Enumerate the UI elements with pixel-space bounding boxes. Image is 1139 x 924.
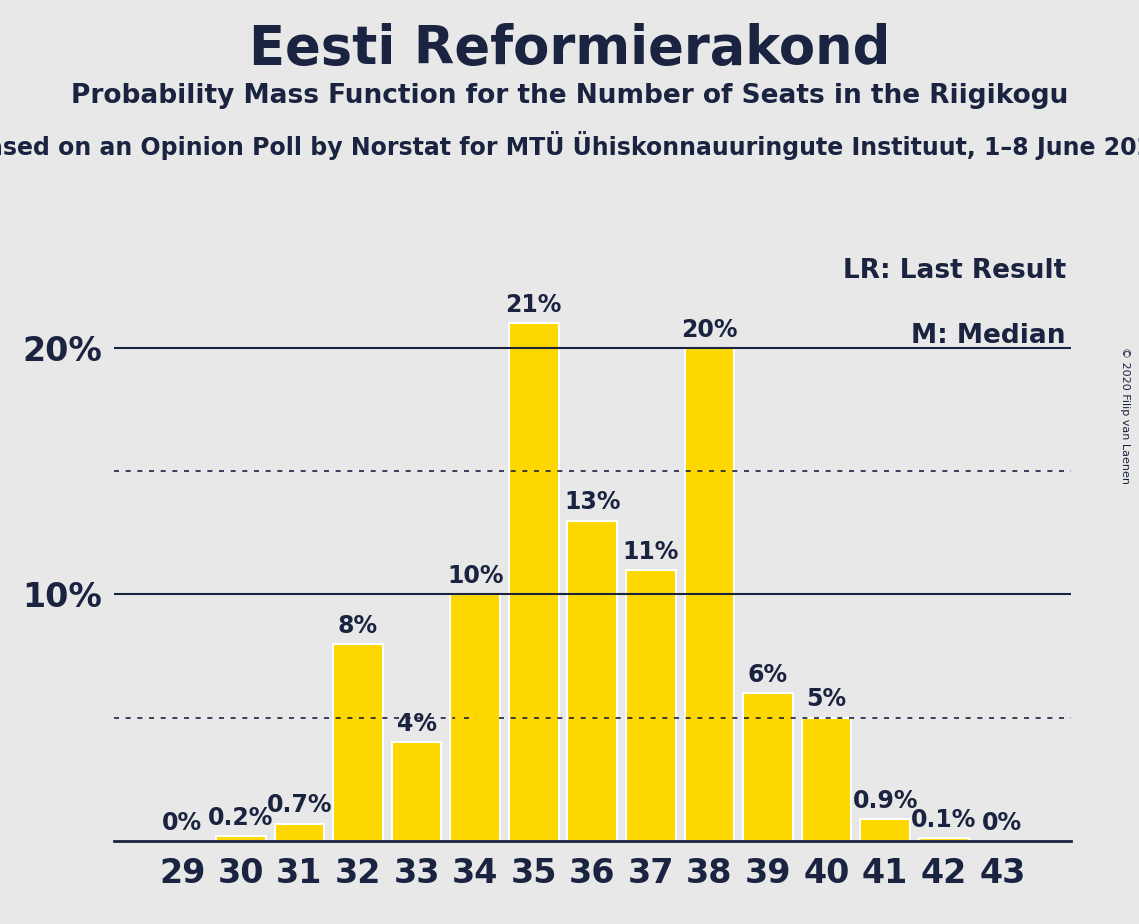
Bar: [685, 348, 735, 841]
Text: 5%: 5%: [806, 687, 846, 711]
Text: LR: LR: [451, 701, 499, 735]
Bar: [626, 570, 675, 841]
Bar: [216, 836, 265, 841]
Text: 0.7%: 0.7%: [267, 794, 333, 818]
Text: LR: Last Result: LR: Last Result: [843, 259, 1066, 285]
Text: 0.2%: 0.2%: [208, 806, 273, 830]
Bar: [860, 819, 910, 841]
Text: 4%: 4%: [396, 712, 436, 736]
Text: M: M: [575, 664, 609, 698]
Text: 6%: 6%: [748, 663, 788, 687]
Text: 0.9%: 0.9%: [852, 788, 918, 812]
Text: Probability Mass Function for the Number of Seats in the Riigikogu: Probability Mass Function for the Number…: [71, 83, 1068, 109]
Text: 13%: 13%: [564, 491, 621, 515]
Text: 21%: 21%: [506, 293, 562, 317]
Text: 0.1%: 0.1%: [911, 808, 976, 833]
Text: Eesti Reformierakond: Eesti Reformierakond: [248, 23, 891, 75]
Text: 8%: 8%: [338, 614, 378, 638]
Bar: [919, 838, 968, 841]
Text: M: Median: M: Median: [911, 323, 1066, 349]
Bar: [743, 693, 793, 841]
Bar: [450, 594, 500, 841]
Bar: [802, 718, 852, 841]
Text: 20%: 20%: [681, 318, 738, 342]
Bar: [567, 520, 617, 841]
Bar: [509, 323, 558, 841]
Text: Based on an Opinion Poll by Norstat for MTÜ Ühiskonnauuringute Instituut, 1–8 Ju: Based on an Opinion Poll by Norstat for …: [0, 131, 1139, 160]
Text: 0%: 0%: [162, 810, 203, 834]
Text: 0%: 0%: [982, 810, 1023, 834]
Bar: [333, 644, 383, 841]
Text: 11%: 11%: [623, 540, 679, 564]
Text: 10%: 10%: [446, 565, 503, 589]
Text: © 2020 Filip van Laenen: © 2020 Filip van Laenen: [1120, 347, 1130, 484]
Bar: [392, 742, 442, 841]
Bar: [274, 823, 325, 841]
